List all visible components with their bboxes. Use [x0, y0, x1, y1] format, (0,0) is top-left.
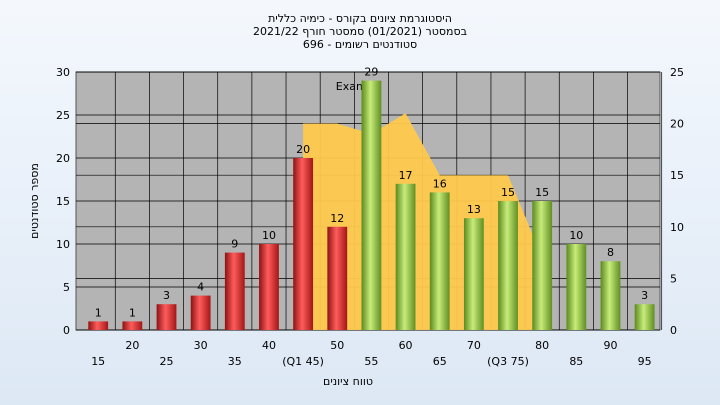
x-tick-label: 70: [467, 339, 481, 352]
bar: [224, 252, 245, 330]
data-label: 1: [95, 306, 102, 319]
data-label: 3: [163, 289, 170, 302]
x-tick-label: 55: [364, 355, 378, 368]
data-label: 13: [467, 203, 481, 216]
data-label: 17: [399, 169, 413, 182]
data-label: 12: [330, 212, 344, 225]
x-tick-label: 90: [603, 339, 617, 352]
bar: [463, 218, 484, 330]
y2-tick-label: 25: [670, 66, 684, 79]
bar: [532, 201, 553, 330]
x-tick-label: (Q3 75): [487, 355, 529, 368]
bar: [361, 80, 382, 330]
bar: [498, 201, 518, 330]
x-tick-label: 60: [399, 339, 413, 352]
data-label: 8: [607, 246, 614, 259]
x-tick-label: 95: [638, 355, 652, 368]
x-tick-label: 65: [433, 355, 447, 368]
bar: [190, 295, 211, 330]
x-tick-label: 30: [194, 339, 208, 352]
y2-tick-label: 20: [670, 118, 684, 131]
bar: [600, 261, 621, 330]
y-tick-label: 30: [56, 66, 70, 79]
bar: [429, 192, 450, 330]
x-axis: 15 20 25 30 35 40 (Q1 45) 50 55 60 65 70 (Q3 75) 80 85…: [91, 339, 651, 368]
data-label: 20: [296, 143, 310, 156]
y2-tick-label: 15: [670, 169, 684, 182]
y-tick-label: 15: [56, 195, 70, 208]
bar: [122, 321, 143, 330]
data-label: 10: [569, 229, 583, 242]
y-tick-label: 0: [63, 324, 70, 337]
x-tick-label: 35: [228, 355, 242, 368]
x-tick-label: 25: [160, 355, 174, 368]
bar: [634, 304, 655, 330]
y-tick-label: 10: [56, 238, 70, 251]
data-label: 15: [535, 186, 549, 199]
bar: [395, 183, 416, 330]
data-label: 16: [433, 177, 447, 190]
x-tick-label: 15: [91, 355, 105, 368]
x-tick-label: 50: [330, 339, 344, 352]
x-axis-title: טווח ציונים: [323, 375, 373, 388]
bars: [88, 80, 655, 330]
y2-tick-label: 0: [670, 324, 677, 337]
y-axis-left: 0 5 10 15 20 25 30: [56, 66, 70, 337]
bar: [259, 244, 279, 330]
y2-tick-label: 10: [670, 221, 684, 234]
y-axis-right: 0 5 10 15 20 25: [670, 66, 684, 337]
x-tick-label: 80: [535, 339, 549, 352]
bar: [293, 158, 314, 330]
data-label: 29: [364, 66, 378, 79]
bar: [566, 244, 587, 330]
x-tick-label: 85: [569, 355, 583, 368]
data-label: 9: [231, 238, 238, 251]
title-line-1: היסטוגרמת ציונים בקורס - כימיה כללית: [268, 12, 452, 25]
data-label: 15: [501, 186, 515, 199]
chart-title: היסטוגרמת ציונים בקורס - כימיה כללית בסמ…: [253, 12, 467, 51]
data-label: 1: [129, 306, 136, 319]
y-axis-title: מספר סטודנטים: [28, 163, 41, 239]
x-tick-label: 40: [262, 339, 276, 352]
title-line-2: בסמסטר (01/2021) סמסטר חורף 2021/22: [253, 25, 467, 38]
data-label: 4: [197, 281, 204, 294]
y-tick-label: 5: [63, 281, 70, 294]
y-tick-label: 25: [56, 109, 70, 122]
data-label: 3: [641, 289, 648, 302]
x-tick-label: 20: [125, 339, 139, 352]
x-tick-label: (Q1 45): [282, 355, 324, 368]
bar: [156, 304, 177, 330]
title-line-3: סטודנטים רשומים - 696: [303, 38, 417, 51]
data-label: 10: [262, 229, 276, 242]
bar: [88, 321, 109, 330]
bar: [327, 226, 348, 330]
y2-tick-label: 5: [670, 272, 677, 285]
y-tick-label: 20: [56, 152, 70, 165]
